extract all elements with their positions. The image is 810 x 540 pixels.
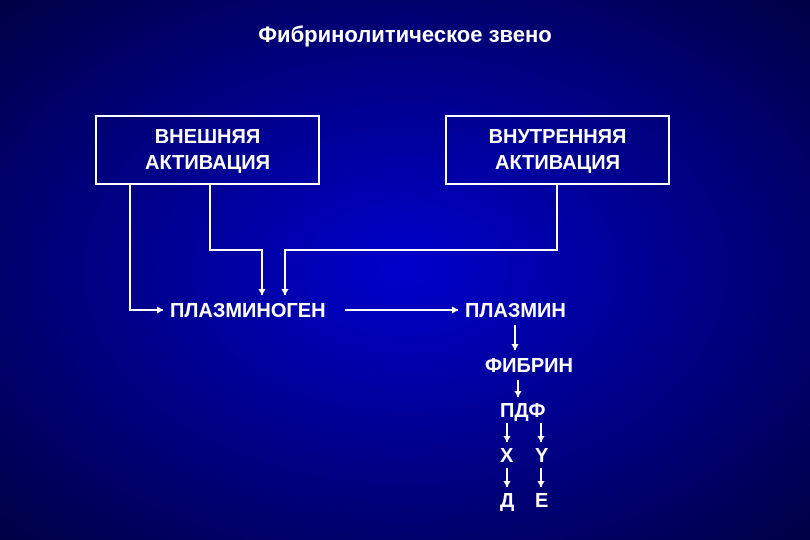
box-internal-activation: ВНУТРЕННЯЯАКТИВАЦИЯ xyxy=(445,115,670,185)
box-internal-label: ВНУТРЕННЯЯАКТИВАЦИЯ xyxy=(489,124,627,176)
label-d: Д xyxy=(500,490,514,513)
label-pdf: ПДФ xyxy=(500,400,545,423)
box-external-label: ВНЕШНЯЯАКТИВАЦИЯ xyxy=(145,124,270,176)
box-external-activation: ВНЕШНЯЯАКТИВАЦИЯ xyxy=(95,115,320,185)
label-plasmin: ПЛАЗМИН xyxy=(465,300,566,323)
label-e: Е xyxy=(535,490,548,513)
connectors-svg xyxy=(0,0,810,540)
label-y: Y xyxy=(535,445,548,468)
label-x: Х xyxy=(500,445,513,468)
label-fibrin: ФИБРИН xyxy=(485,355,573,378)
label-plasminogen: ПЛАЗМИНОГЕН xyxy=(170,300,326,323)
slide-title: Фибринолитическое звено xyxy=(0,22,810,48)
